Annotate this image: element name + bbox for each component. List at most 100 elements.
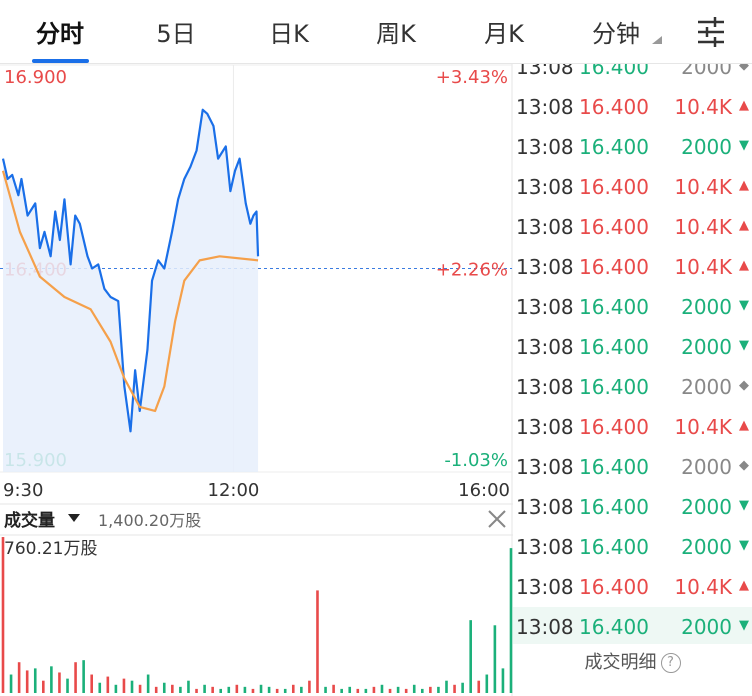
footer-label[interactable]: 成交明细 <box>584 652 657 673</box>
volume-bar <box>388 688 392 693</box>
trade-time: 13:08 <box>516 215 574 239</box>
trade-price: 16.400 <box>579 495 649 519</box>
trade-price: 16.400 <box>579 455 649 479</box>
volume-bar <box>9 674 13 693</box>
trade-direction: ▼ <box>739 538 749 553</box>
trade-volume: 2000 <box>681 295 732 319</box>
trade-volume: 10.4K <box>674 175 732 199</box>
trade-direction: ◆ <box>739 458 749 473</box>
volume-bar <box>251 688 255 693</box>
trade-volume: 2000 <box>681 455 732 479</box>
trade-price: 16.400 <box>579 415 649 439</box>
pct-label: -1.03% <box>444 450 508 471</box>
tab-bar: 分时 5日 日K 周K 月K 分钟 <box>0 0 752 64</box>
tab[interactable]: 分时 <box>36 20 84 48</box>
trade-time: 13:08 <box>516 535 574 559</box>
trade-time: 13:08 <box>516 575 574 599</box>
trade-direction: ◆ <box>739 378 749 393</box>
trade-price: 16.400 <box>579 255 649 279</box>
volume-bar <box>42 680 45 693</box>
volume-bar <box>340 688 343 693</box>
tab-underline <box>32 59 89 63</box>
volume-bar <box>453 684 456 693</box>
trade-direction: ▲ <box>739 178 749 193</box>
trade-footer[interactable]: 成交明细? <box>513 648 752 674</box>
volume-bar <box>138 684 142 693</box>
trade-row: 13:08 16.400 2000 ◆ <box>513 64 752 87</box>
volume-bar <box>412 684 416 693</box>
trade-row: 13:08 16.400 2000 ◆ <box>513 447 752 487</box>
trade-row: 13:08 16.400 2000 ▼ <box>513 327 752 367</box>
trade-volume: 10.4K <box>674 95 732 119</box>
help-icon[interactable]: ? <box>660 653 681 673</box>
volume-bar <box>509 548 513 693</box>
volume-bar <box>283 688 287 693</box>
trade-direction: ▼ <box>739 298 749 313</box>
trade-direction: ▼ <box>739 338 749 353</box>
volume-bar <box>66 678 69 693</box>
trade-price: 16.400 <box>579 535 649 559</box>
volume-bar <box>58 672 61 693</box>
y-tick-label: 16.900 <box>4 67 67 88</box>
trade-price: 16.400 <box>579 215 649 239</box>
tab[interactable]: 周K <box>376 20 416 48</box>
price-area <box>3 109 259 473</box>
average-line <box>1 170 259 413</box>
volume-bar <box>380 684 384 693</box>
trade-direction: ▲ <box>739 98 749 113</box>
trade-volume: 2000 <box>681 375 732 399</box>
trade-direction: ◆ <box>739 64 749 73</box>
volume-bar <box>300 686 303 693</box>
trade-row: 13:08 16.400 10.4K ▲ <box>513 407 752 447</box>
tab[interactable]: 日K <box>269 20 309 48</box>
trade-time: 13:08 <box>516 335 574 359</box>
trade-row: 13:08 16.400 2000 ◆ <box>513 367 752 407</box>
trade-time: 13:08 <box>516 255 574 279</box>
trade-volume: 2000 <box>681 535 732 559</box>
volume-bar <box>324 686 327 693</box>
volume-bar <box>235 684 239 693</box>
volume-bar <box>356 688 360 693</box>
tab[interactable]: 月K <box>484 20 524 48</box>
trade-direction: ▲ <box>739 258 749 273</box>
settings-icon[interactable] <box>696 16 728 48</box>
x-tick-label: 9:30 <box>3 480 43 501</box>
volume-bar <box>33 668 37 693</box>
tab[interactable]: 5日 <box>156 20 196 48</box>
volume-bar <box>372 686 376 693</box>
volume-bar <box>17 662 21 693</box>
trade-price: 16.400 <box>579 135 649 159</box>
volume-bar <box>332 684 335 693</box>
volume-bar <box>146 674 150 693</box>
trade-list: 13:08 16.400 2000 ◆ 13:08 16.400 10.4K ▲ 13:08 16… <box>513 64 752 644</box>
volume-bar <box>74 662 77 693</box>
x-tick-label: 16:00 <box>458 480 510 501</box>
trade-direction: ▲ <box>739 418 749 433</box>
trade-time: 13:08 <box>516 415 574 439</box>
trade-price: 16.400 <box>579 575 649 599</box>
trade-row: 13:08 16.400 2000 ▼ <box>513 487 752 527</box>
trade-time: 13:08 <box>516 495 574 519</box>
trade-row: 13:08 16.400 10.4K ▲ <box>513 87 752 127</box>
trade-row: 13:08 16.400 10.4K ▲ <box>513 567 752 607</box>
chart-area: 成交量 1,400.20万股 16.900+3.43%16.400+2.26%1… <box>0 64 513 696</box>
volume-bar <box>396 686 400 693</box>
volume-bar <box>485 674 489 693</box>
trade-row: 13:08 16.400 10.4K ▲ <box>513 167 752 207</box>
volume-bar <box>501 668 505 693</box>
volume-bar <box>348 686 352 693</box>
close-icon[interactable] <box>488 510 506 528</box>
dropdown-icon[interactable] <box>68 514 80 522</box>
tab[interactable]: 分钟 <box>592 20 640 48</box>
volume-bar <box>437 686 440 693</box>
volume-title[interactable]: 成交量 <box>4 510 55 531</box>
trade-volume: 10.4K <box>674 255 732 279</box>
trade-direction: ▼ <box>739 498 749 513</box>
trade-time: 13:08 <box>516 95 574 119</box>
trade-direction: ▼ <box>739 618 749 633</box>
volume-bar <box>187 680 190 693</box>
dropdown-icon <box>652 36 662 44</box>
trade-price: 16.400 <box>579 295 649 319</box>
volume-bar <box>421 688 424 693</box>
